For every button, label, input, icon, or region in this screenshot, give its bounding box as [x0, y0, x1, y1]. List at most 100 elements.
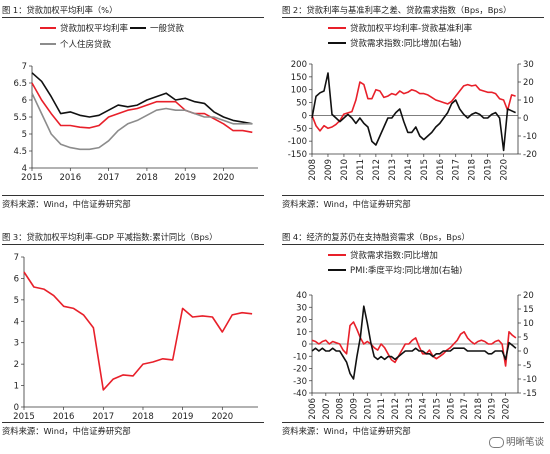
x-tick-label: 2012: [372, 159, 382, 181]
x-tick-label: 2019: [172, 412, 194, 421]
y-tick-label: 50: [296, 99, 307, 109]
chart-title: 图 1：贷款加权平均利率（%）: [2, 3, 264, 18]
x-tick-label: 2009: [324, 159, 334, 181]
y-tick-label-right: -20: [523, 150, 537, 160]
legend-label: 贷款需求指数:同比增加: [350, 250, 438, 261]
series-line: [311, 72, 516, 152]
x-tick-label: 2016: [59, 173, 81, 183]
chart-4-svg: -40 -30 -20 -10 0 10 20 30 40 -15 -10 -5 0 5 10 15 20 200…: [293, 250, 537, 420]
y-tick-label: 5: [22, 130, 27, 140]
x-tick-label: 2011: [356, 159, 366, 181]
series-line: [31, 82, 253, 134]
y-tick-label-right: 30: [523, 60, 534, 70]
y-tick-label: -40: [293, 389, 307, 399]
y-tick-label: 0: [302, 111, 307, 121]
series-line: [311, 305, 517, 380]
x-tick-label: 2020: [502, 398, 512, 420]
x-tick-label: 2017: [460, 398, 470, 420]
y-tick-label-right: 0: [523, 347, 528, 357]
wechat-icon: [488, 437, 504, 448]
series-line: [23, 271, 253, 391]
chart-3-svg: 0 1 2 3 4 5 6 7 2015 2016 2017 2018 2019 2020: [13, 253, 258, 421]
y-tick-label-right: 0: [523, 114, 528, 124]
y-tick-label: 4.5: [13, 147, 27, 157]
x-tick-label: 2016: [446, 398, 456, 420]
y-tick-label: -100: [288, 137, 307, 147]
x-tick-label: 2015: [432, 398, 442, 420]
y-tick-label: 40: [296, 291, 307, 301]
chart-panel-4: 图 4：经济的复苏仍在支持融资需求（Bps，Bps） -40 -30 -20 -10 0…: [280, 227, 550, 454]
legend-label: 贷款加权平均利率: [60, 23, 129, 34]
watermark: 明晰笔谈: [488, 434, 544, 448]
x-tick-label: 2017: [93, 412, 115, 421]
y-tick-label: 5.5: [13, 113, 27, 123]
x-tick-label: 2015: [420, 159, 430, 181]
series-line: [311, 81, 516, 132]
y-tick-label: 10: [296, 328, 307, 338]
y-tick-label: 6.5: [13, 79, 27, 89]
x-tick-label: 2012: [391, 398, 401, 420]
x-tick-label: 2008: [308, 159, 318, 181]
x-tick-label: 2016: [53, 412, 75, 421]
x-tick-label: 2006: [308, 398, 318, 420]
x-tick-label: 2015: [13, 412, 35, 421]
chart-source: 资料来源：Wind，中信证券研究部: [282, 195, 544, 210]
x-tick-label: 2009: [349, 398, 359, 420]
x-tick-label: 2014: [404, 159, 414, 181]
x-tick-label: 2011: [377, 398, 387, 420]
legend-label: 贷款加权平均利率-贷款基准利率: [350, 23, 473, 34]
x-tick-label: 2008: [336, 398, 346, 420]
x-tick-label: 2017: [452, 159, 462, 181]
chart-1-svg: 4 4.5 5 5.5 6 6.5 7 2015 2016 2017 2018 2019 2020 贷款加…: [13, 23, 258, 183]
chart-panel-2: 图 2：贷款利率与基准利率之差、贷款需求指数（Bps，Bps） -150 -100…: [280, 0, 550, 227]
y-tick-label: 4: [22, 164, 27, 174]
y-tick-label-right: 10: [523, 96, 534, 106]
x-tick-label: 2010: [363, 398, 373, 420]
x-tick-label: 2015: [21, 173, 43, 183]
x-tick-label: 2018: [474, 398, 484, 420]
series-line: [31, 92, 253, 151]
y-tick-label: 150: [291, 73, 307, 83]
y-tick-label: 4: [14, 317, 19, 327]
y-tick-label: 1: [14, 382, 19, 392]
y-tick-label: 7: [14, 253, 19, 263]
y-tick-label: 7: [22, 62, 27, 72]
y-tick-label: 5: [14, 296, 19, 306]
x-tick-label: 2014: [419, 398, 429, 420]
x-tick-label: 2018: [468, 159, 478, 181]
x-tick-label: 2013: [405, 398, 415, 420]
x-tick-label: 2013: [388, 159, 398, 181]
y-tick-label: 20: [296, 316, 307, 326]
y-tick-label-right: -10: [523, 132, 537, 142]
series-line: [311, 321, 517, 367]
y-tick-label: 2: [14, 360, 19, 370]
y-tick-label: -10: [293, 352, 307, 362]
x-tick-label: 2010: [340, 159, 350, 181]
y-tick-label-right: -10: [523, 375, 537, 385]
chart-title: 图 4：经济的复苏仍在支持融资需求（Bps，Bps）: [282, 230, 544, 245]
legend-label: PMI:季度平均:同比增加(右轴): [350, 265, 462, 276]
y-tick-label-right: 20: [523, 78, 534, 88]
y-tick-label: -20: [293, 365, 307, 375]
y-tick-label: 3: [14, 339, 19, 349]
x-tick-label: 2020: [211, 412, 233, 421]
y-tick-label: 0: [302, 340, 307, 350]
x-tick-label: 2019: [174, 173, 196, 183]
series-line: [31, 72, 253, 125]
x-tick-label: 2019: [484, 159, 494, 181]
legend-label: 一般贷款: [150, 23, 185, 34]
y-tick-label-right: -15: [523, 389, 537, 399]
x-tick-label: 2019: [488, 398, 498, 420]
x-tick-label: 2020: [500, 159, 510, 181]
y-tick-label: -50: [293, 124, 307, 134]
y-tick-label-right: 20: [523, 291, 534, 301]
y-tick-label-right: 5: [523, 333, 528, 343]
x-tick-label: 2018: [132, 412, 154, 421]
chart-panel-3: 图 3：贷款加权平均利率-GDP 平减指数:累计同比（Bps） 0 1 2 3 4 5 6 7…: [0, 227, 270, 454]
y-tick-label-right: -5: [523, 361, 531, 371]
watermark-text: 明晰笔谈: [505, 437, 544, 448]
x-tick-label: 2016: [436, 159, 446, 181]
chart-title: 图 3：贷款加权平均利率-GDP 平减指数:累计同比（Bps）: [2, 230, 264, 245]
y-tick-label: 30: [296, 303, 307, 313]
x-tick-label: 2020: [213, 173, 235, 183]
